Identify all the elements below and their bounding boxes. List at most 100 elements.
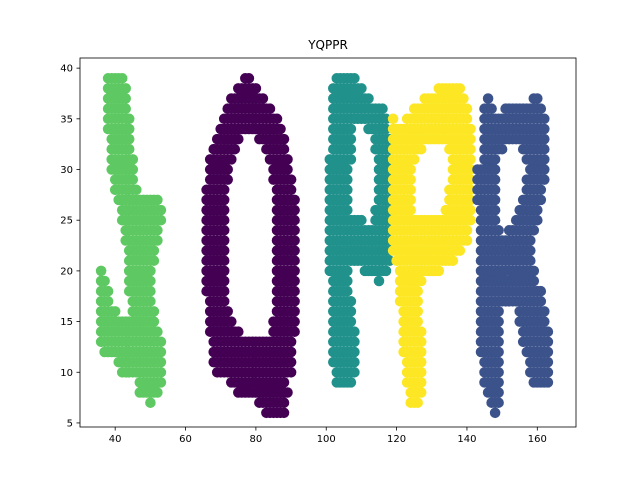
data-point (542, 336, 554, 348)
data-point (539, 123, 550, 135)
data-point (349, 336, 360, 348)
data-point (539, 316, 550, 327)
data-point (405, 194, 416, 206)
data-point (489, 407, 501, 419)
data-point (528, 265, 540, 277)
data-point (155, 377, 167, 388)
series-3 (387, 83, 476, 408)
data-point (226, 316, 237, 327)
data-point (345, 306, 357, 317)
data-point (539, 306, 550, 317)
data-point (349, 356, 360, 368)
data-point (342, 275, 353, 287)
y-tick-label: 15 (60, 317, 73, 328)
data-point (148, 245, 160, 256)
data-point (289, 204, 300, 216)
data-point (278, 133, 290, 145)
data-point (493, 387, 504, 398)
data-point (345, 377, 357, 388)
data-point (155, 214, 167, 226)
data-point (102, 285, 114, 297)
plot-frame (79, 57, 577, 428)
y-tick-label: 30 (60, 165, 73, 176)
points-layer (95, 73, 554, 419)
data-point (489, 174, 501, 185)
y-tick-label: 20 (60, 266, 73, 277)
series-1 (201, 73, 300, 419)
data-point (152, 225, 163, 236)
data-point (415, 356, 427, 368)
data-point (415, 326, 427, 337)
data-point (458, 93, 469, 104)
data-point (99, 275, 110, 287)
y-tick-label: 10 (60, 368, 73, 379)
data-point (542, 367, 554, 378)
data-point (465, 143, 476, 155)
axes-layer: 40 60 80 100 120 140 160 5 10 15 20 25 30 35 40 (60, 57, 577, 445)
data-point (489, 184, 501, 196)
data-point (412, 296, 423, 307)
data-point (535, 285, 547, 297)
data-point (535, 103, 547, 114)
data-point (233, 326, 244, 337)
data-point (454, 83, 466, 94)
data-point (528, 225, 540, 236)
data-point (102, 296, 114, 307)
data-point (289, 194, 300, 206)
data-point (465, 214, 476, 226)
data-point (155, 356, 167, 368)
data-point (405, 174, 416, 185)
data-point (342, 184, 353, 196)
y-tick-label: 25 (60, 216, 73, 227)
data-point (243, 73, 255, 84)
y-tick-label: 35 (60, 114, 73, 125)
data-point (131, 184, 142, 196)
data-point (289, 245, 300, 256)
data-point (412, 397, 423, 408)
data-point (218, 235, 230, 246)
data-point (415, 367, 427, 378)
data-point (493, 356, 504, 368)
data-point (532, 93, 543, 104)
data-point (218, 275, 230, 287)
data-point (489, 194, 501, 206)
data-point (525, 235, 536, 246)
data-point (461, 225, 473, 236)
data-point (152, 194, 163, 206)
data-point (387, 113, 399, 125)
data-point (345, 316, 357, 327)
data-point (148, 306, 160, 317)
data-point (145, 296, 156, 307)
data-point (278, 377, 290, 388)
data-point (342, 285, 353, 297)
data-point (356, 214, 367, 226)
data-point (109, 306, 121, 317)
data-point (127, 174, 139, 185)
data-point (218, 296, 230, 307)
data-point (415, 275, 427, 287)
data-point (539, 174, 550, 185)
data-point (148, 316, 160, 327)
data-point (152, 235, 163, 246)
data-point (145, 285, 156, 297)
data-point (289, 235, 300, 246)
data-point (525, 255, 536, 266)
data-point (289, 316, 300, 327)
data-point (218, 245, 230, 256)
x-tick-label: 80 (250, 434, 263, 445)
data-point (447, 255, 459, 266)
data-point (95, 265, 107, 277)
data-point (127, 154, 139, 165)
data-point (528, 275, 540, 287)
data-point (461, 113, 473, 125)
data-point (454, 245, 466, 256)
data-point (465, 204, 476, 216)
data-point (415, 143, 427, 155)
data-point (250, 83, 262, 94)
data-point (465, 154, 476, 165)
data-point (542, 356, 554, 368)
data-point (433, 265, 445, 277)
data-point (415, 346, 427, 358)
data-point (278, 397, 290, 408)
data-point (349, 367, 360, 378)
